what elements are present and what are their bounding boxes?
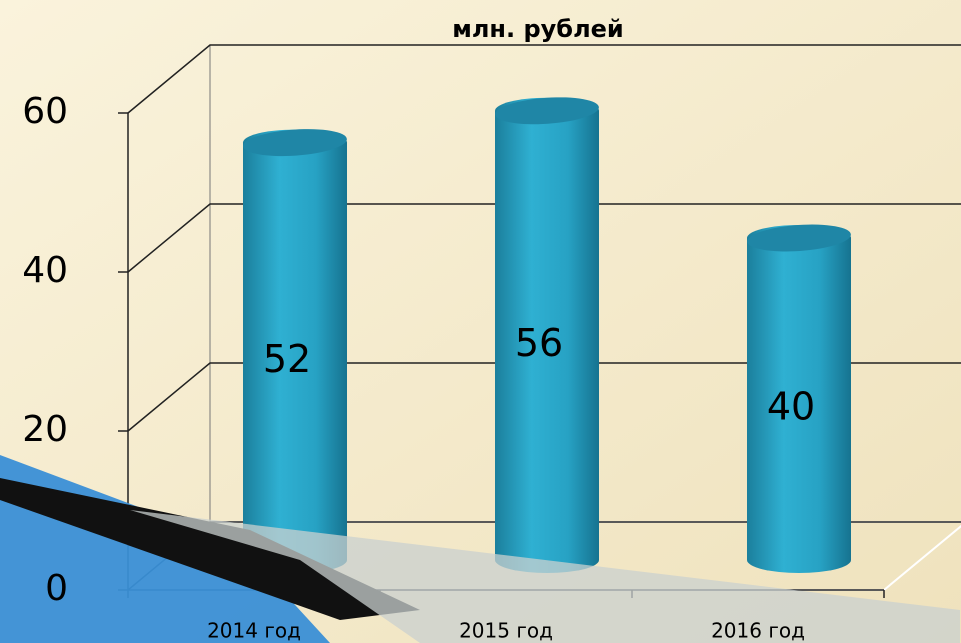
- x-tick-label: 2016 год: [711, 619, 805, 643]
- chart-title: млн. рублей: [452, 15, 624, 43]
- y-tick-label: 60: [22, 91, 68, 132]
- value-label: 52: [263, 337, 311, 381]
- value-label: 56: [515, 321, 563, 365]
- value-label: 40: [767, 385, 815, 429]
- x-tick-label: 2015 год: [459, 619, 553, 643]
- y-tick-label: 20: [22, 409, 68, 450]
- chart: 0 20 40 60 2014 год 52 2015 год 56 2016 год 40 мл…: [0, 0, 961, 643]
- x-tick-label: 2014 год: [207, 619, 301, 643]
- y-tick-label: 40: [22, 250, 68, 291]
- y-tick-label: 0: [45, 568, 68, 609]
